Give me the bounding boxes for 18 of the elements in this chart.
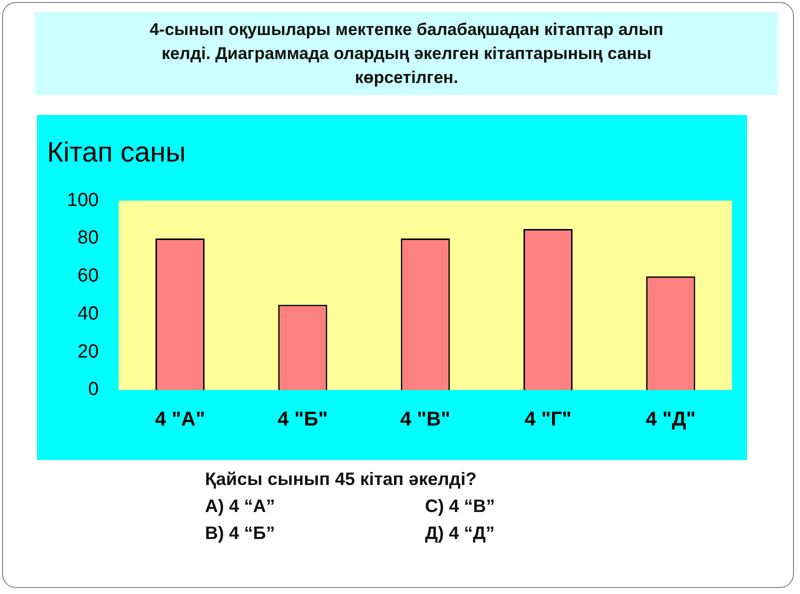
text: С) 4 “В” [425, 495, 496, 518]
y-tick-label: 40 [78, 303, 99, 324]
y-tick-label: 80 [78, 228, 99, 249]
x-tick-label: 4 "В" [400, 408, 450, 431]
text: В) 4 “Б” [205, 522, 276, 545]
y-tick-label: 60 [78, 266, 99, 287]
y-tick-label: 100 [67, 190, 99, 211]
x-tick-label: 4 "Г" [524, 408, 572, 431]
x-tick-label: 4 "Д" [646, 408, 696, 431]
text: Қайсы сынып 45 кітап әкелді? [205, 468, 478, 491]
x-tick-label: 4 "А" [154, 408, 206, 431]
x-tick-label: 4 "Б" [278, 408, 328, 431]
text: Д) 4 “Д” [425, 522, 496, 545]
y-tick-label: 0 [88, 379, 99, 400]
y-tick-label: 20 [78, 341, 99, 362]
text: А) 4 “А” [205, 495, 276, 518]
chart-subtitle: 4-сынып оқушылары мектепке балабақшадан кітаптар алып келді. Диаграммада олардың әкелген кітаптарының саны көрсетілген. [148, 18, 664, 88]
chart-title: Кітап саны [47, 136, 186, 168]
